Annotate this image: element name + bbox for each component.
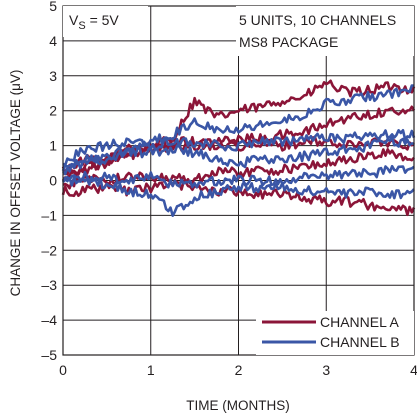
y-tick-label-5: 0 <box>49 173 57 189</box>
x-axis-title: TIME (MONTHS) <box>186 398 290 413</box>
legend: CHANNEL A CHANNEL B <box>256 311 414 355</box>
series-trace-6 <box>62 84 415 167</box>
supply-annotation-main: V <box>69 12 79 28</box>
y-tick-label-9: –4 <box>41 312 57 328</box>
y-tick-label-2: 3 <box>49 68 57 84</box>
y-tick-label-6: –1 <box>41 207 57 223</box>
supply-annotation: VS = 5V <box>69 12 119 32</box>
y-tick-label-7: –2 <box>41 242 57 258</box>
tick-labels: 0 1 2 3 4 5 4 3 2 1 0 –1 –2 –3 –4 –5 <box>41 0 417 378</box>
y-tick-label-10: –5 <box>41 347 57 363</box>
y-axis-title: CHANGE IN OFFSET VOLTAGE (μV) <box>8 70 23 297</box>
x-tick-label-2: 2 <box>235 362 243 378</box>
units-annotation-line1: 5 UNITS, 10 CHANNELS <box>239 12 396 28</box>
y-tick-label-0: 5 <box>49 0 57 14</box>
series-trace-8 <box>61 135 415 172</box>
units-annotation-line2: MS8 PACKAGE <box>239 34 338 50</box>
y-tick-label-8: –3 <box>41 277 57 293</box>
data-series-group <box>61 79 416 217</box>
series-trace-9 <box>61 164 415 189</box>
x-tick-label-3: 3 <box>322 362 330 378</box>
x-tick-label-0: 0 <box>59 362 67 378</box>
legend-label-channel-a: CHANNEL A <box>320 314 400 330</box>
x-tick-label-4: 4 <box>410 362 417 378</box>
legend-background <box>256 311 414 355</box>
x-tick-label-1: 1 <box>147 362 155 378</box>
legend-label-channel-b: CHANNEL B <box>320 334 400 350</box>
units-annotation-box <box>236 6 414 56</box>
y-tick-label-4: 1 <box>49 138 57 154</box>
y-tick-label-1: 4 <box>49 33 57 49</box>
supply-annotation-subscript: S <box>78 20 85 32</box>
supply-annotation-box <box>63 6 148 37</box>
y-tick-label-3: 2 <box>49 103 57 119</box>
supply-annotation-rest: = 5V <box>86 12 120 28</box>
series-trace-10 <box>62 175 415 217</box>
